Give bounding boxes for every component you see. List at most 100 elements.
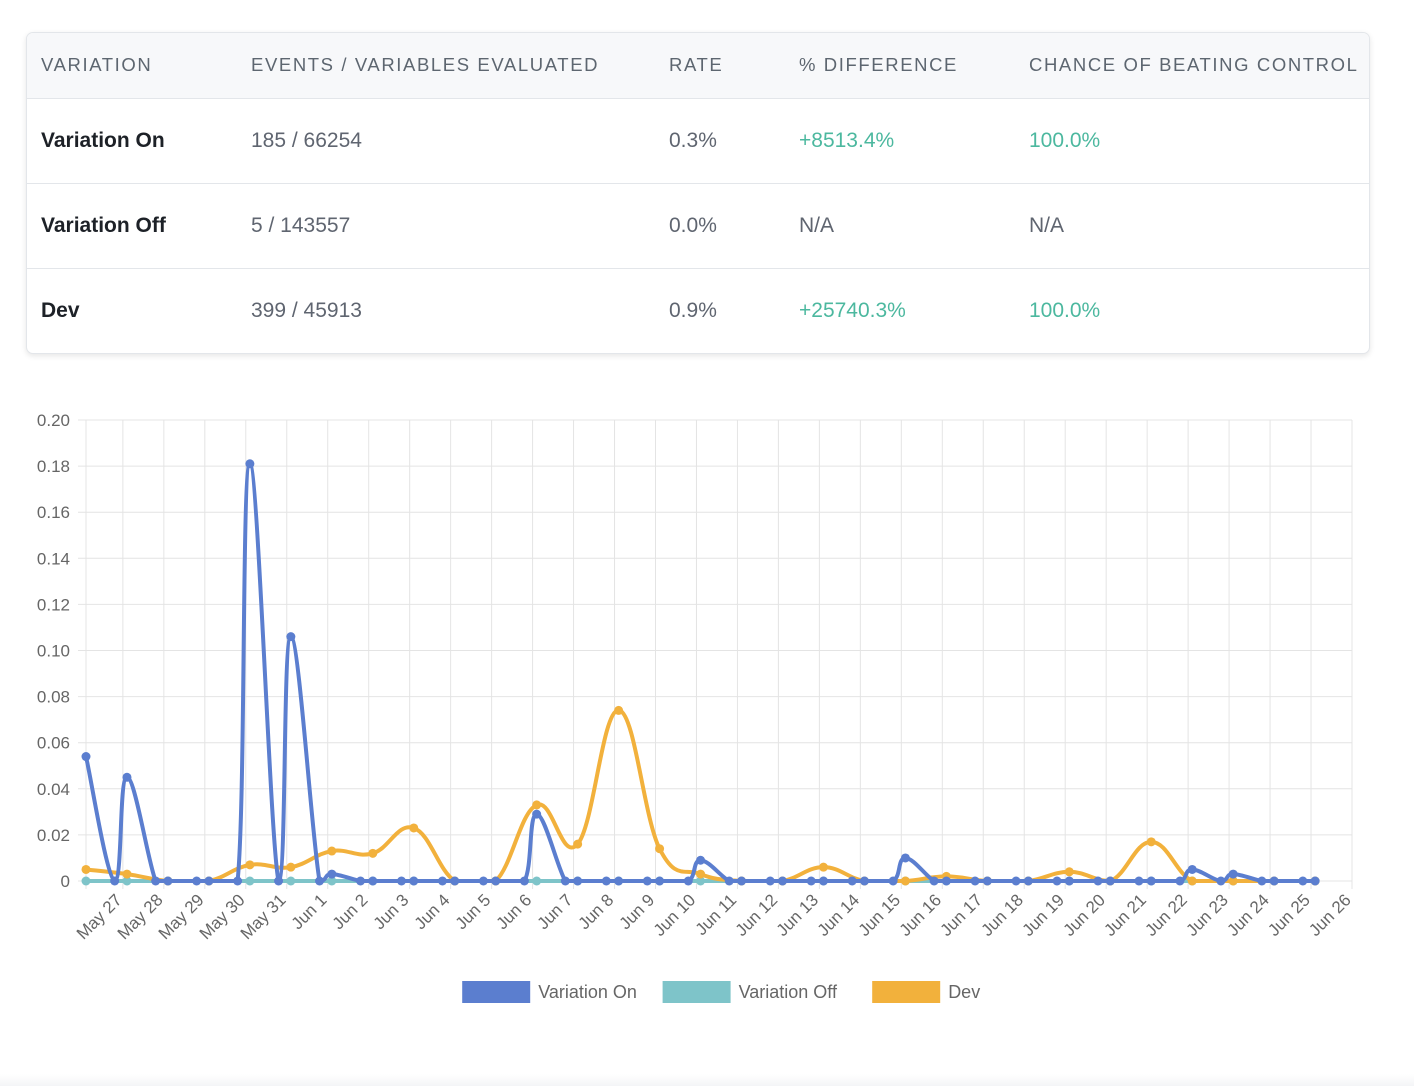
data-point[interactable] — [1216, 876, 1226, 886]
data-point[interactable] — [315, 876, 325, 886]
data-point[interactable] — [614, 876, 624, 886]
data-point[interactable] — [642, 876, 652, 886]
data-point[interactable] — [122, 772, 132, 782]
data-point[interactable] — [696, 869, 706, 879]
data-point[interactable] — [737, 876, 747, 886]
data-point[interactable] — [1093, 876, 1103, 886]
data-point[interactable] — [327, 876, 337, 886]
data-point[interactable] — [286, 862, 296, 872]
data-point[interactable] — [532, 800, 542, 810]
data-point[interactable] — [573, 839, 583, 849]
data-point[interactable] — [1187, 876, 1197, 886]
data-point[interactable] — [900, 876, 910, 886]
difference-value: N/A — [785, 183, 1015, 269]
data-point[interactable] — [655, 876, 665, 886]
data-point[interactable] — [982, 876, 992, 886]
data-point[interactable] — [1105, 876, 1115, 886]
data-point[interactable] — [519, 876, 529, 886]
data-point[interactable] — [151, 876, 161, 886]
data-point[interactable] — [478, 876, 488, 886]
data-point[interactable] — [1052, 876, 1062, 886]
data-point[interactable] — [396, 876, 406, 886]
data-point[interactable] — [110, 876, 120, 886]
data-point[interactable] — [1011, 876, 1021, 886]
data-point[interactable] — [859, 876, 869, 886]
data-point[interactable] — [888, 876, 898, 886]
data-point[interactable] — [1175, 876, 1185, 886]
data-point[interactable] — [245, 459, 255, 469]
legend-item[interactable]: Variation Off — [662, 981, 838, 1003]
x-tick-label: Jun 11 — [692, 890, 741, 939]
data-point[interactable] — [900, 853, 910, 863]
data-point[interactable] — [560, 876, 570, 886]
data-point[interactable] — [1023, 876, 1033, 886]
data-point[interactable] — [778, 876, 788, 886]
data-point[interactable] — [409, 823, 419, 833]
data-point[interactable] — [532, 809, 542, 819]
data-point[interactable] — [327, 869, 337, 879]
data-point[interactable] — [409, 876, 419, 886]
x-tick-label: Jun 24 — [1223, 890, 1273, 940]
data-point[interactable] — [286, 876, 296, 886]
data-point[interactable] — [233, 876, 243, 886]
data-point[interactable] — [818, 876, 828, 886]
data-point[interactable] — [81, 752, 91, 762]
data-point[interactable] — [655, 844, 665, 854]
data-point[interactable] — [491, 876, 501, 886]
data-point[interactable] — [532, 876, 542, 886]
data-point[interactable] — [368, 876, 378, 886]
data-point[interactable] — [81, 876, 91, 886]
data-point[interactable] — [163, 876, 173, 886]
results-table-card: VARIATION EVENTS / VARIABLES EVALUATED R… — [26, 32, 1370, 354]
data-point[interactable] — [1064, 867, 1074, 877]
data-point[interactable] — [1187, 864, 1197, 874]
data-point[interactable] — [1134, 876, 1144, 886]
data-point[interactable] — [122, 869, 132, 879]
legend-item[interactable]: Dev — [872, 981, 980, 1003]
data-point[interactable] — [724, 876, 734, 886]
data-point[interactable] — [1146, 876, 1156, 886]
data-point[interactable] — [286, 632, 296, 642]
data-point[interactable] — [929, 876, 939, 886]
data-point[interactable] — [683, 876, 693, 886]
data-point[interactable] — [601, 876, 611, 886]
data-point[interactable] — [245, 876, 255, 886]
data-point[interactable] — [1310, 876, 1320, 886]
data-point[interactable] — [450, 876, 460, 886]
data-point[interactable] — [356, 876, 366, 886]
x-tick-label: Jun 7 — [534, 890, 577, 933]
data-point[interactable] — [1298, 876, 1308, 886]
data-point[interactable] — [122, 876, 132, 886]
data-point[interactable] — [1269, 876, 1279, 886]
y-tick-label: 0.14 — [37, 549, 70, 568]
x-tick-label: Jun 4 — [411, 890, 454, 933]
data-point[interactable] — [1146, 837, 1156, 847]
data-point[interactable] — [696, 855, 706, 865]
data-point[interactable] — [274, 876, 284, 886]
data-point[interactable] — [1228, 876, 1238, 886]
legend-item[interactable]: Variation On — [462, 981, 637, 1003]
data-point[interactable] — [245, 860, 255, 870]
data-point[interactable] — [192, 876, 202, 886]
data-point[interactable] — [327, 846, 337, 856]
data-point[interactable] — [818, 862, 828, 872]
data-point[interactable] — [765, 876, 775, 886]
difference-value: +8513.4% — [785, 98, 1015, 184]
chart-legend: Variation On Variation Off Dev — [462, 981, 980, 1003]
data-point[interactable] — [573, 876, 583, 886]
data-point[interactable] — [437, 876, 447, 886]
data-point[interactable] — [1064, 876, 1074, 886]
y-tick-label: 0.12 — [37, 595, 70, 614]
data-point[interactable] — [614, 705, 624, 715]
data-point[interactable] — [368, 848, 378, 858]
data-point[interactable] — [847, 876, 857, 886]
data-point[interactable] — [970, 876, 980, 886]
data-point[interactable] — [941, 876, 951, 886]
data-point[interactable] — [806, 876, 816, 886]
data-point[interactable] — [1257, 876, 1267, 886]
data-point[interactable] — [81, 864, 91, 874]
data-point[interactable] — [204, 876, 214, 886]
data-point[interactable] — [1228, 869, 1238, 879]
data-point[interactable] — [696, 876, 706, 886]
